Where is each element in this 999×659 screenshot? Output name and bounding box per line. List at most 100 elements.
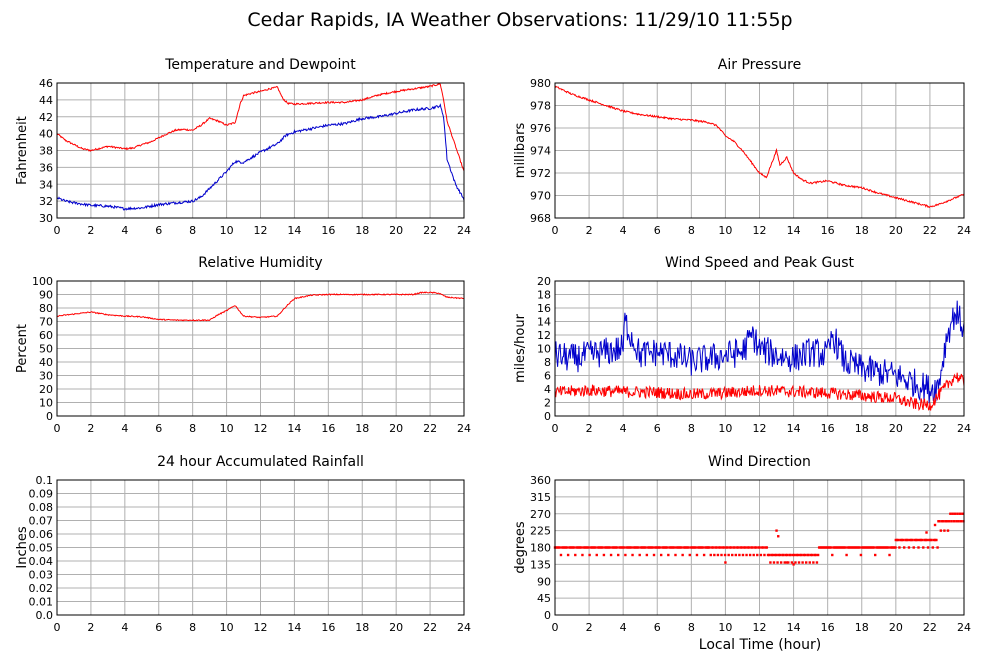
direction-point	[815, 561, 819, 564]
pressure-x-tick-label: 22	[923, 224, 937, 237]
temp-x-tick-label: 18	[355, 224, 369, 237]
humidity-y-tick-label: 80	[39, 302, 53, 315]
wind-ylabel: miles/hour	[513, 313, 528, 382]
direction-point	[726, 546, 729, 549]
direction-y-tick-label: 360	[530, 474, 551, 487]
direction-point	[956, 512, 959, 515]
direction-point	[724, 561, 727, 564]
direction-point	[912, 546, 915, 549]
direction-point	[680, 546, 683, 549]
humidity-y-tick-label: 90	[39, 289, 53, 302]
humidity-x-tick-label: 6	[155, 422, 162, 435]
direction-point	[673, 546, 676, 549]
direction-point	[740, 546, 743, 549]
direction-point	[558, 546, 561, 549]
direction-point	[872, 546, 876, 549]
temp-x-tick-label: 22	[423, 224, 437, 237]
direction-point	[609, 553, 613, 557]
direction-point	[769, 561, 772, 564]
rain-y-tick-label: 0.09	[29, 488, 54, 501]
pressure-x-tick-label: 4	[620, 224, 627, 237]
rain-x-tick-label: 18	[355, 621, 369, 634]
direction-point	[858, 546, 861, 549]
direction-point	[911, 538, 914, 542]
direction-point	[807, 553, 810, 557]
direction-point	[688, 553, 691, 557]
direction-point	[709, 553, 712, 557]
direction-point	[936, 546, 939, 549]
direction-point	[723, 553, 727, 557]
direction-x-tick-label: 24	[957, 621, 971, 634]
direction-point	[808, 561, 811, 564]
direction-point	[844, 546, 847, 549]
direction-point	[939, 529, 943, 532]
direction-point	[759, 553, 763, 557]
direction-point	[644, 546, 647, 549]
direction-point	[950, 520, 953, 523]
direction-y-tick-label: 315	[530, 491, 551, 504]
direction-point	[701, 546, 705, 549]
rain-x-tick-label: 8	[189, 621, 196, 634]
wind-y-tick-label: 16	[537, 302, 551, 315]
direction-point	[716, 553, 720, 557]
direction-point	[722, 546, 726, 549]
direction-point	[785, 561, 788, 564]
direction-point	[565, 546, 569, 549]
temp-x-tick-label: 8	[189, 224, 196, 237]
direction-point	[949, 512, 952, 515]
humidity-y-tick-label: 0	[46, 410, 53, 423]
direction-point	[587, 546, 590, 549]
humidity-x-tick-label: 14	[287, 422, 301, 435]
direction-point	[667, 553, 670, 557]
wind-plot-frame	[554, 280, 965, 417]
direction-point	[745, 553, 748, 557]
direction-point	[580, 546, 583, 549]
temp-x-tick-label: 0	[54, 224, 61, 237]
direction-point	[925, 531, 928, 534]
direction-point	[947, 520, 951, 523]
direction-point	[794, 561, 797, 564]
direction-y-tick-label: 225	[530, 525, 551, 538]
direction-point	[790, 561, 794, 564]
direction-point	[797, 561, 801, 564]
pressure-plot-frame	[554, 82, 965, 219]
direction-point	[765, 546, 769, 549]
wind-y-tick-label: 12	[537, 329, 551, 342]
direction-point	[800, 553, 803, 557]
direction-point	[674, 553, 677, 557]
direction-point	[652, 553, 656, 557]
direction-point	[566, 553, 570, 557]
rain-y-tick-label: 0.0	[36, 609, 54, 622]
direction-point	[925, 538, 929, 542]
direction-point	[572, 546, 576, 549]
rain-y-tick-label: 0.06	[29, 528, 54, 541]
direction-point	[906, 538, 909, 542]
temp-y-tick-label: 36	[39, 161, 53, 174]
humidity-x-tick-label: 12	[254, 422, 268, 435]
direction-point	[771, 553, 774, 557]
temp-x-tick-label: 14	[287, 224, 301, 237]
direction-point	[719, 546, 722, 549]
rain-x-tick-label: 0	[54, 621, 61, 634]
pressure-y-tick-label: 968	[530, 212, 551, 225]
direction-point	[953, 512, 957, 515]
temp-title: Temperature and Dewpoint	[164, 57, 356, 73]
direction-point	[931, 546, 935, 549]
pressure-series-line-0	[554, 85, 965, 209]
direction-title: Wind Direction	[708, 454, 811, 470]
pressure-x-tick-label: 2	[586, 224, 593, 237]
direction-point	[962, 520, 965, 523]
direction-point	[659, 553, 663, 557]
direction-point	[816, 553, 820, 557]
direction-point	[951, 512, 954, 515]
temp-series-line-1	[56, 103, 465, 211]
pressure-x-tick-label: 0	[552, 224, 559, 237]
direction-point	[958, 512, 962, 515]
humidity-title: Relative Humidity	[198, 255, 322, 271]
direction-point	[776, 561, 779, 564]
direction-point	[731, 553, 734, 557]
pressure-x-tick-label: 6	[654, 224, 661, 237]
direction-point	[831, 553, 834, 557]
